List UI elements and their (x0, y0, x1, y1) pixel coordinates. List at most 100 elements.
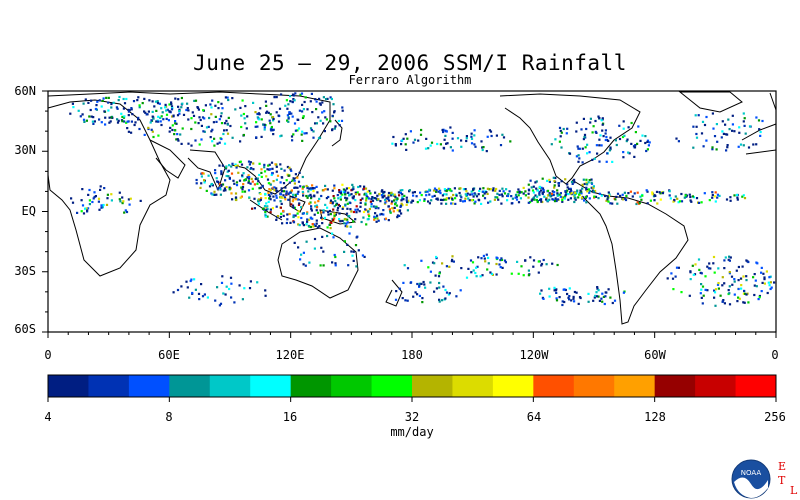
rain-pixel (462, 188, 465, 191)
rain-pixel (705, 115, 708, 119)
rain-pixel (455, 194, 458, 197)
rain-pixel (633, 146, 637, 149)
rain-pixel (451, 149, 454, 152)
rain-pixel (147, 126, 150, 129)
rain-pixel (227, 175, 230, 178)
rain-pixel (305, 194, 308, 198)
rain-pixel (760, 290, 763, 293)
rain-pixel (387, 191, 391, 195)
rain-pixel (202, 130, 205, 133)
rain-pixel (225, 129, 228, 132)
rain-pixel (726, 146, 729, 149)
rain-pixel (260, 168, 263, 171)
rain-pixel (115, 106, 118, 109)
rain-pixel (411, 191, 414, 194)
rain-pixel (381, 189, 384, 192)
rain-pixel (296, 186, 299, 189)
rain-pixel (118, 191, 121, 194)
rain-pixel (406, 267, 410, 270)
rain-pixel (324, 184, 327, 187)
rain-pixel (592, 185, 595, 188)
rain-pixel (147, 110, 150, 113)
rain-pixel (309, 127, 313, 130)
rain-pixel (301, 110, 304, 113)
rain-pixel (210, 130, 213, 133)
rain-pixel (158, 102, 161, 105)
rain-pixel (531, 198, 534, 201)
rain-pixel (752, 143, 755, 146)
rain-pixel (713, 195, 716, 198)
colorbar-tick-label: 256 (764, 410, 786, 424)
rain-pixel (356, 208, 359, 211)
rain-pixel (527, 192, 530, 195)
rain-pixel (271, 116, 275, 119)
rain-pixel (560, 146, 563, 149)
rain-pixel (444, 189, 447, 192)
rain-pixel (198, 116, 201, 119)
rain-pixel (470, 137, 474, 140)
rain-pixel (716, 140, 719, 143)
rain-pixel (259, 198, 262, 201)
rain-pixel (427, 266, 430, 269)
rain-pixel (380, 194, 383, 197)
rain-pixel (347, 264, 350, 267)
rain-pixel (486, 187, 489, 190)
rain-pixel (291, 193, 295, 196)
rain-pixel (588, 179, 591, 182)
rain-pixel (81, 204, 85, 207)
rain-pixel (383, 195, 386, 198)
rain-pixel (399, 191, 402, 195)
rain-pixel (175, 122, 178, 125)
rain-pixel (627, 192, 630, 195)
rain-pixel (568, 295, 571, 298)
rain-pixel (398, 287, 401, 290)
rain-pixel (551, 190, 554, 193)
rain-pixel (536, 200, 539, 204)
rain-pixel (723, 267, 726, 270)
rain-pixel (577, 154, 580, 157)
rain-pixel (480, 140, 483, 143)
logo-letter: T (778, 474, 786, 487)
rain-pixel (598, 160, 601, 163)
rain-pixel (219, 302, 223, 305)
rain-pixel (604, 194, 607, 198)
rain-pixel (471, 193, 474, 196)
rain-pixel (566, 186, 569, 189)
rain-pixel (339, 195, 342, 198)
rain-pixel (396, 214, 399, 217)
rain-pixel (551, 198, 554, 201)
rain-pixel (287, 193, 290, 196)
rain-pixel (346, 207, 349, 210)
rain-pixel (223, 187, 226, 190)
rain-pixel (293, 206, 296, 209)
rain-pixel (769, 287, 772, 291)
rain-pixel (644, 135, 647, 138)
rain-pixel (194, 99, 198, 102)
rain-pixel (349, 225, 352, 228)
rain-pixel (548, 295, 551, 298)
rain-pixel (470, 132, 473, 135)
rain-pixel (267, 182, 270, 185)
rain-pixel (387, 205, 390, 208)
rain-pixel (400, 202, 403, 205)
rain-pixel (272, 119, 275, 122)
rain-pixel (727, 118, 730, 121)
rain-pixel (439, 143, 442, 146)
rain-pixel (419, 133, 423, 136)
rain-pixel (499, 259, 502, 262)
rain-pixel (324, 203, 327, 206)
rain-pixel (557, 182, 561, 185)
colorbar-swatch (371, 375, 413, 397)
rain-pixel (409, 281, 412, 284)
rain-pixel (745, 279, 748, 282)
rain-pixel (442, 147, 446, 150)
rain-pixel (711, 112, 714, 115)
rain-pixel (711, 191, 714, 194)
rain-pixel (597, 295, 600, 298)
rain-pixel (219, 187, 222, 190)
rain-pixel (302, 108, 305, 111)
rain-pixel (150, 119, 153, 122)
rain-pixel (548, 192, 551, 195)
rain-pixel (450, 189, 453, 193)
rain-pixel (310, 195, 313, 198)
